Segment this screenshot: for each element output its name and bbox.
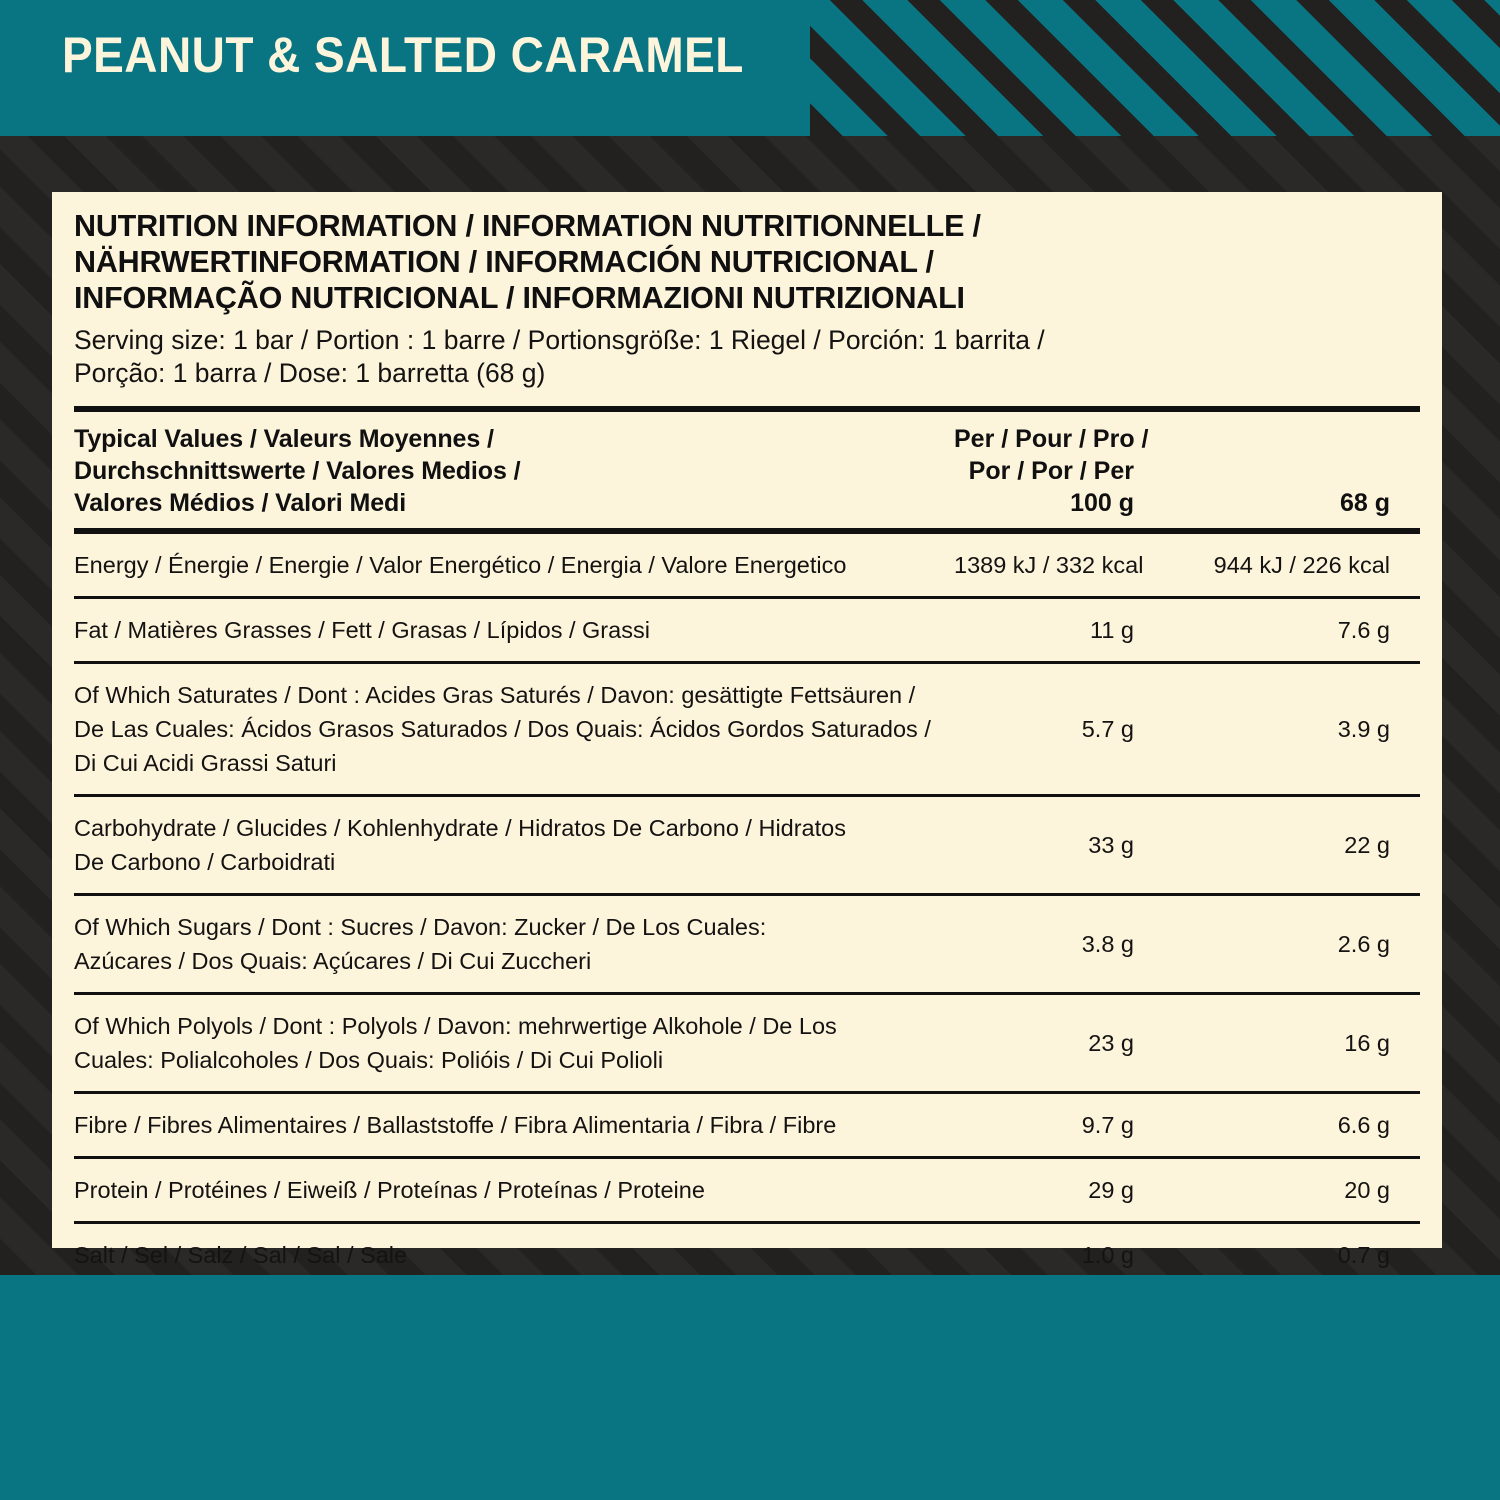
row-label-line: Di Cui Acidi Grassi Saturi (74, 750, 337, 776)
row-label-line: Of Which Polyols / Dont : Polyols / Davo… (74, 1013, 837, 1039)
row-nutrient-label: Of Which Polyols / Dont : Polyols / Davo… (74, 995, 954, 1091)
row-nutrient-label: Fibre / Fibres Alimentaires / Ballaststo… (74, 1094, 954, 1156)
nutrition-information-heading: NUTRITION INFORMATION / INFORMATION NUTR… (74, 208, 1420, 316)
row-value-per-100g: 9.7 g (1081, 1112, 1134, 1138)
header-label-line-2: Durchschnittswerte / Valores Medios / (74, 457, 521, 485)
nutrition-panel-content: NUTRITION INFORMATION / INFORMATION NUTR… (74, 208, 1420, 1286)
row-value-per-100g: 1.0 g (1081, 1242, 1134, 1268)
serving-line-2: Porção: 1 barra / Dose: 1 barretta (68 g… (74, 358, 546, 388)
row-label-line: Energy / Énergie / Energie / Valor Energ… (74, 552, 847, 578)
table-row: Fibre / Fibres Alimentaires / Ballaststo… (74, 1094, 1420, 1156)
row-value-per-serving: 20 g (1344, 1177, 1390, 1203)
row-value-per-100g: 29 g (1088, 1177, 1134, 1203)
header-per-serving: 68 g (1182, 412, 1420, 528)
table-header-row: Typical Values / Valeurs Moyennes / Durc… (74, 412, 1420, 528)
row-value-per-serving: 7.6 g (1337, 617, 1390, 643)
footer-teal-band (0, 1275, 1500, 1500)
heading-line-2: NÄHRWERTINFORMATION / INFORMACIÓN NUTRIC… (74, 245, 934, 279)
row-value-per-100g: 11 g (1090, 617, 1134, 643)
row-divider (74, 661, 1420, 664)
row-divider (74, 596, 1420, 599)
row-value-per-100g: 33 g (1088, 832, 1134, 858)
header-100g-line-3: 100 g (1070, 489, 1134, 517)
row-label-line: Azúcares / Dos Quais: Açúcares / Di Cui … (74, 948, 592, 974)
nutrition-table: Typical Values / Valeurs Moyennes / Durc… (74, 406, 1420, 1286)
header-typical-values: Typical Values / Valeurs Moyennes / Durc… (74, 412, 954, 528)
table-row: Carbohydrate / Glucides / Kohlenhydrate … (74, 797, 1420, 893)
serving-line-1: Serving size: 1 bar / Portion : 1 barre … (74, 325, 1045, 355)
header-100g-line-1: Per / Pour / Pro / (954, 425, 1149, 453)
table-row: Protein / Protéines / Eiweiß / Proteínas… (74, 1159, 1420, 1221)
header-label-line-3: Valores Médios / Valori Medi (74, 489, 407, 517)
row-divider (74, 1156, 1420, 1159)
serving-size-text: Serving size: 1 bar / Portion : 1 barre … (74, 324, 1420, 390)
row-nutrient-label: Fat / Matières Grasses / Fett / Grasas /… (74, 599, 954, 661)
header-68g-line-3: 68 g (1339, 489, 1390, 517)
table-row: Energy / Énergie / Energie / Valor Energ… (74, 534, 1420, 596)
row-divider (74, 1091, 1420, 1094)
table-header-rule (74, 528, 1420, 534)
row-label-line: De Las Cuales: Ácidos Grasos Saturados /… (74, 716, 931, 742)
heading-line-3: INFORMAÇÃO NUTRICIONAL / INFORMAZIONI NU… (74, 281, 965, 315)
table-row: Of Which Sugars / Dont : Sucres / Davon:… (74, 896, 1420, 992)
header-label-line-1: Typical Values / Valeurs Moyennes / (74, 425, 494, 453)
header-per-100g: Per / Pour / Pro / Por / Por / Per 100 g (954, 412, 1182, 528)
row-value-per-100g: 1389 kJ / 332 kcal (954, 552, 1144, 578)
row-value-per-serving: 2.6 g (1337, 931, 1390, 957)
row-label-line: Carbohydrate / Glucides / Kohlenhydrate … (74, 815, 846, 841)
row-divider (74, 992, 1420, 995)
row-divider (74, 794, 1420, 797)
row-nutrient-label: Of Which Sugars / Dont : Sucres / Davon:… (74, 896, 954, 992)
table-row: Fat / Matières Grasses / Fett / Grasas /… (74, 599, 1420, 661)
row-value-per-serving: 22 g (1344, 832, 1390, 858)
row-label-line: Salt / Sel / Salz / Sal / Sal / Sale (74, 1242, 408, 1268)
row-divider (74, 893, 1420, 896)
header-band: PEANUT & SALTED CARAMEL (0, 0, 1500, 136)
product-flavour-title: PEANUT & SALTED CARAMEL (62, 27, 744, 83)
heading-line-1: NUTRITION INFORMATION / INFORMATION NUTR… (74, 209, 981, 243)
row-value-per-serving: 944 kJ / 226 kcal (1213, 552, 1390, 578)
row-label-line: De Carbono / Carboidrati (74, 849, 336, 875)
row-nutrient-label: Protein / Protéines / Eiweiß / Proteínas… (74, 1159, 954, 1221)
table-row: Of Which Saturates / Dont : Acides Gras … (74, 664, 1420, 794)
row-label-line: Fat / Matières Grasses / Fett / Grasas /… (74, 617, 650, 643)
row-nutrient-label: Of Which Saturates / Dont : Acides Gras … (74, 664, 954, 794)
row-label-line: Of Which Sugars / Dont : Sucres / Davon:… (74, 914, 767, 940)
row-nutrient-label: Energy / Énergie / Energie / Valor Energ… (74, 534, 954, 596)
row-nutrient-label: Salt / Sel / Salz / Sal / Sal / Sale (74, 1224, 954, 1286)
nutrition-table-body: Energy / Énergie / Energie / Valor Energ… (74, 534, 1420, 1286)
nutrition-panel-card: NUTRITION INFORMATION / INFORMATION NUTR… (52, 192, 1442, 1268)
row-divider (74, 1221, 1420, 1224)
row-value-per-100g: 23 g (1088, 1030, 1134, 1056)
table-top-rule (74, 406, 1420, 412)
header-100g-line-2: Por / Por / Per (968, 457, 1134, 485)
row-value-per-100g: 3.8 g (1081, 931, 1134, 957)
row-value-per-100g: 5.7 g (1081, 716, 1134, 742)
row-label-line: Protein / Protéines / Eiweiß / Proteínas… (74, 1177, 705, 1203)
row-nutrient-label: Carbohydrate / Glucides / Kohlenhydrate … (74, 797, 954, 893)
diagonal-stripes-decoration (810, 0, 1500, 136)
row-value-per-serving: 0.7 g (1337, 1242, 1390, 1268)
row-value-per-serving: 6.6 g (1337, 1112, 1390, 1138)
row-value-per-serving: 3.9 g (1337, 716, 1390, 742)
row-value-per-serving: 16 g (1344, 1030, 1390, 1056)
row-label-line: Cuales: Polialcoholes / Dos Quais: Polió… (74, 1047, 664, 1073)
table-row: Salt / Sel / Salz / Sal / Sal / Sale 1.0 … (74, 1224, 1420, 1286)
row-label-line: Of Which Saturates / Dont : Acides Gras … (74, 682, 916, 708)
row-label-line: Fibre / Fibres Alimentaires / Ballaststo… (74, 1112, 837, 1138)
table-row: Of Which Polyols / Dont : Polyols / Davo… (74, 995, 1420, 1091)
